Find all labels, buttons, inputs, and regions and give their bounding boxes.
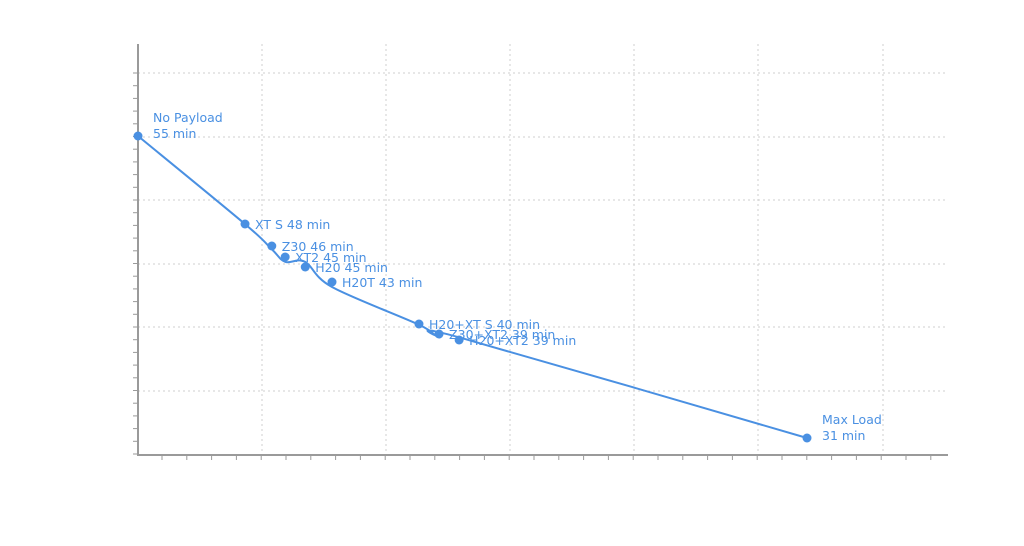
data-label-1: XT S 48 min	[255, 217, 330, 232]
data-point-7	[434, 329, 444, 339]
data-point-6	[414, 319, 424, 329]
data-point-3	[280, 252, 290, 262]
series-line	[137, 135, 808, 439]
data-label-9-line2: 31 min	[822, 428, 865, 443]
data-label-8: H20+XT2 39 min	[469, 333, 576, 348]
data-point-5	[327, 277, 337, 287]
data-points	[133, 131, 812, 443]
data-point-2	[267, 241, 277, 251]
data-point-4	[300, 262, 310, 272]
data-label-0-line1: No Payload	[153, 110, 223, 125]
data-label-2: Z30 46 min	[282, 239, 354, 254]
data-label-3: XT2 45 min	[295, 250, 366, 265]
axis-ticks	[133, 72, 932, 460]
data-label-6: H20+XT S 40 min	[429, 317, 540, 332]
data-point-9	[802, 433, 812, 443]
data-label-4: H20 45 min	[315, 260, 388, 275]
grid	[138, 44, 948, 455]
data-point-8	[454, 335, 464, 345]
data-point-0	[133, 131, 143, 141]
data-label-7: Z30+XT2 39 min	[449, 327, 555, 342]
data-label-9-line1: Max Load	[822, 412, 882, 427]
axes	[137, 44, 948, 456]
data-point-1	[240, 219, 250, 229]
data-label-5: H20T 43 min	[342, 275, 422, 290]
data-label-0-line2: 55 min	[153, 126, 196, 141]
